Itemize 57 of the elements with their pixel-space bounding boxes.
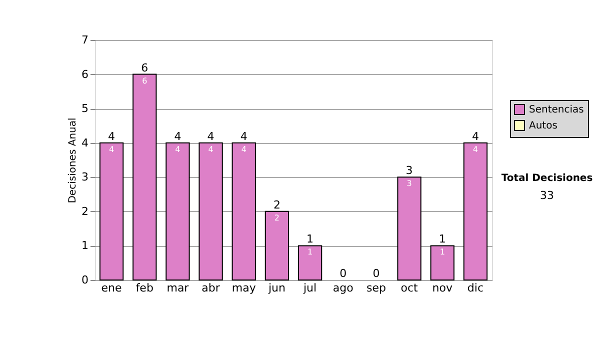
bar: [198, 142, 223, 280]
data-label: 4: [208, 144, 214, 154]
data-label: 3: [406, 179, 412, 188]
bar: [132, 74, 157, 280]
data-label: 4: [175, 144, 180, 154]
bar: [430, 245, 454, 280]
bar: [99, 142, 124, 280]
data-label: 4: [472, 144, 478, 154]
total-label: 2: [273, 198, 280, 212]
y-tick-label: 4: [82, 136, 88, 150]
y-tick-label: 2: [82, 204, 88, 218]
data-label: 1: [307, 248, 313, 257]
bar: [397, 176, 422, 280]
bar: [264, 210, 290, 280]
text: Total Decisiones: [501, 173, 593, 184]
x-tick-label: ago: [332, 282, 354, 294]
y-tick-label: 5: [82, 102, 88, 116]
y-axis-title: Decisiones Anual: [68, 118, 78, 204]
x-tick-label: oct: [400, 282, 419, 294]
y-tick-label: 1: [82, 239, 88, 252]
y-tick-label: 3: [82, 170, 88, 184]
total-label: 0: [340, 267, 347, 280]
x-tick-label: mar: [166, 282, 190, 294]
x-tick-label: feb: [136, 282, 154, 294]
bar: [463, 142, 488, 280]
total-label: 4: [472, 130, 479, 143]
total-label: 4: [207, 130, 214, 143]
x-tick-label: dic: [467, 282, 484, 294]
total-label: 1: [306, 232, 314, 246]
total-label: 6: [141, 61, 148, 74]
data-label: 4: [241, 144, 246, 154]
x-tick-label: ene: [101, 282, 122, 294]
bar: [298, 245, 322, 280]
total-label: 3: [406, 164, 413, 178]
data-label: 6: [142, 76, 148, 86]
total-label: 1: [438, 232, 446, 246]
total-label: 4: [108, 130, 116, 143]
bar: [166, 142, 190, 280]
x-tick-label: abr: [202, 282, 220, 294]
y-tick-label: 7: [82, 34, 88, 46]
total-label: 4: [240, 130, 248, 143]
data-label: 2: [274, 213, 280, 222]
y-tick-label: 6: [82, 68, 88, 81]
data-label: 1: [440, 248, 445, 257]
legend-label: Autos: [529, 120, 558, 132]
bar: [232, 142, 256, 280]
x-tick-label: sep: [366, 282, 386, 294]
text: 33: [540, 189, 554, 202]
x-tick-label: jun: [267, 282, 286, 294]
legend-label: Sentencias: [529, 104, 584, 116]
x-tick-label: jul: [302, 282, 317, 294]
y-tick-label: 0: [82, 274, 88, 286]
x-tick-label: nov: [432, 282, 453, 294]
data-label: 4: [108, 144, 114, 154]
x-tick-label: may: [232, 282, 256, 294]
total-label: 0: [372, 267, 380, 280]
total-label: 4: [174, 130, 182, 143]
